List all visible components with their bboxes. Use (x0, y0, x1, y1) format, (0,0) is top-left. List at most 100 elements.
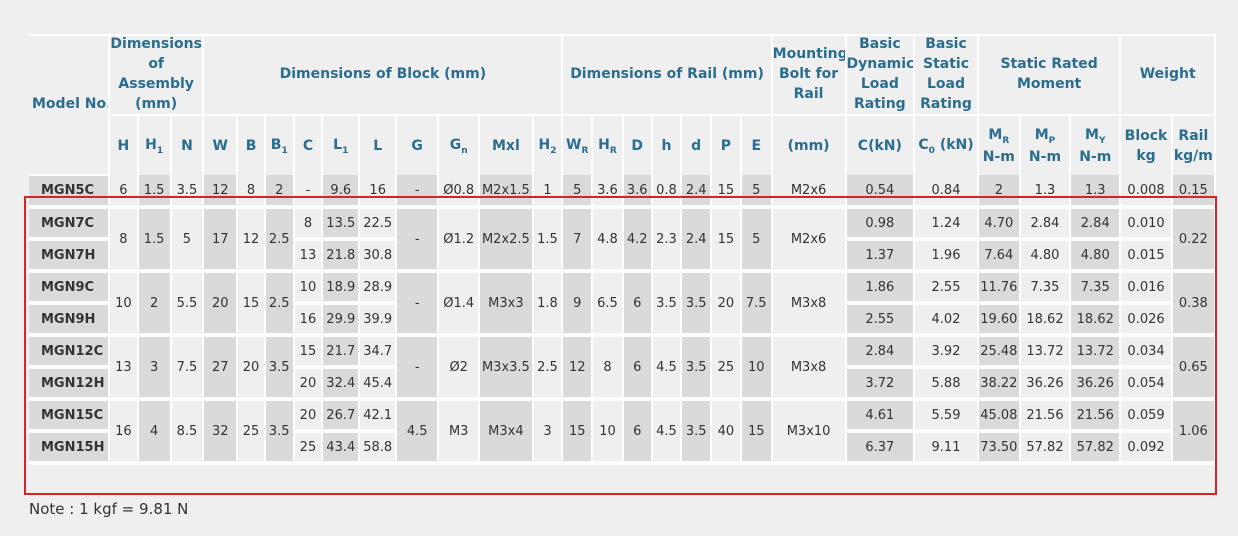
table-cell: 34.7 (359, 335, 398, 369)
table-cell: M3x10 (771, 399, 847, 465)
table-cell: 20 (711, 271, 742, 337)
table-cell: 6.5 (592, 271, 624, 337)
table-cell: 0.15 (1171, 175, 1217, 209)
table-cell: 5.5 (170, 271, 205, 337)
table-cell: 20 (237, 335, 266, 401)
table-cell: 0.034 (1120, 335, 1173, 369)
table-cell: Ø1.4 (438, 271, 481, 337)
table-cell: 3.5 (681, 335, 713, 401)
table-cell: Ø2 (438, 335, 481, 401)
table-cell: 8 (592, 335, 624, 401)
table-cell: 25.48 (977, 335, 1021, 369)
table-cell: 13 (109, 335, 139, 401)
header-MR: MR N-m (977, 114, 1021, 175)
table-cell: 20 (203, 271, 239, 337)
table-cell: 20 (293, 367, 324, 401)
table-cell: 2.84 (1070, 207, 1122, 241)
model-cell: MGN9H (29, 303, 110, 337)
table-cell: 6 (622, 271, 653, 337)
table-cell: 9.6 (322, 175, 361, 209)
table-cell: 4.8 (592, 207, 624, 273)
table-cell: 40 (711, 399, 742, 465)
table-cell: 36.26 (1019, 367, 1072, 401)
table-cell: Ø1.2 (438, 207, 481, 273)
table-cell: 0.015 (1120, 239, 1173, 273)
table-cell: 36.26 (1070, 367, 1122, 401)
header-mounting-bolt: Mounting Bolt for Rail (771, 34, 847, 116)
header-c-kn: C(kN) (845, 114, 916, 175)
table-cell: - (396, 207, 440, 273)
table-cell: 29.9 (322, 303, 361, 337)
table-cell: 5.88 (914, 367, 979, 401)
table-cell: 1.86 (845, 271, 916, 305)
table-row: MGN7H 13 21.8 30.8 1.37 1.96 7.64 4.80 4… (29, 239, 1215, 273)
table-row: MGN9H 16 29.9 39.9 2.55 4.02 19.60 18.62… (29, 303, 1215, 337)
model-cell: MGN5C (29, 175, 110, 209)
table-cell: 3.5 (170, 175, 205, 209)
table-cell: 9 (562, 271, 594, 337)
table-cell: 1.24 (914, 207, 979, 241)
header-basic-static: Basic Static Load Rating (914, 34, 979, 116)
header-P: P (711, 114, 742, 175)
table-cell: 2.5 (532, 335, 564, 401)
header-H2: H2 (532, 114, 564, 175)
table-cell: 3.5 (681, 399, 713, 465)
table-cell: 20 (293, 399, 324, 433)
table-cell: 7 (562, 207, 594, 273)
table-cell: 1.5 (137, 207, 172, 273)
table-cell: 0.22 (1171, 207, 1217, 273)
table-cell: 6 (109, 175, 139, 209)
header-Mxl: Mxl (479, 114, 534, 175)
table-cell: 6 (622, 335, 653, 401)
table-cell: 7.5 (740, 271, 773, 337)
table-cell: 57.82 (1019, 431, 1072, 465)
table-cell: 2.84 (1019, 207, 1072, 241)
table-cell: 57.82 (1070, 431, 1122, 465)
table-cell: 0.008 (1120, 175, 1173, 209)
model-cell: MGN7C (29, 207, 110, 241)
table-cell: 19.60 (977, 303, 1021, 337)
table-cell: 4.5 (651, 399, 683, 465)
model-cell: MGN15C (29, 399, 110, 433)
table-cell: 16 (293, 303, 324, 337)
table-cell: 6.37 (845, 431, 916, 465)
table-cell: 6 (622, 399, 653, 465)
table-cell: 8 (109, 207, 139, 273)
table-cell: 13.72 (1019, 335, 1072, 369)
table-cell: 1.3 (1019, 175, 1072, 209)
specifications-table: Model No. Dimensions of Assembly (mm) Di… (29, 34, 1217, 465)
table-cell: 2 (264, 175, 295, 209)
header-WR: WR (562, 114, 594, 175)
table-cell: 3.5 (264, 399, 295, 465)
table-cell: 21.7 (322, 335, 361, 369)
table-cell: 73.50 (977, 431, 1021, 465)
table-cell: 10 (109, 271, 139, 337)
table-cell: 1.3 (1070, 175, 1122, 209)
table-cell: 21.8 (322, 239, 361, 273)
table-cell: 38.22 (977, 367, 1021, 401)
table-cell: 0.016 (1120, 271, 1173, 305)
table-cell: - (293, 175, 324, 209)
table-cell: - (396, 175, 440, 209)
header-E: E (740, 114, 773, 175)
table-row: MGN7C 8 1.5 5 17 12 2.5 8 13.5 22.5 - Ø1… (29, 207, 1217, 273)
table-cell: 5 (740, 175, 773, 209)
table-cell: 0.026 (1120, 303, 1173, 337)
header-c0-kn: C0 (kN) (914, 114, 979, 175)
table-cell: M3x4 (479, 399, 534, 465)
table-cell: - (396, 335, 440, 401)
table-cell: 7.35 (1070, 271, 1122, 305)
header-MP: MP N-m (1019, 114, 1072, 175)
header-N: N (170, 114, 205, 175)
table-cell: 7.35 (1019, 271, 1072, 305)
table-cell: 3.5 (264, 335, 295, 401)
header-basic-dynamic: Basic Dynamic Load Rating (845, 34, 916, 116)
table-cell: 0.98 (845, 207, 916, 241)
header-G: G (396, 114, 440, 175)
table-cell: 12 (562, 335, 594, 401)
header-C: C (293, 114, 324, 175)
table-cell: 10 (740, 335, 773, 401)
header-B: B (237, 114, 266, 175)
table-cell: 2.5 (264, 271, 295, 337)
table-cell: 2 (977, 175, 1021, 209)
